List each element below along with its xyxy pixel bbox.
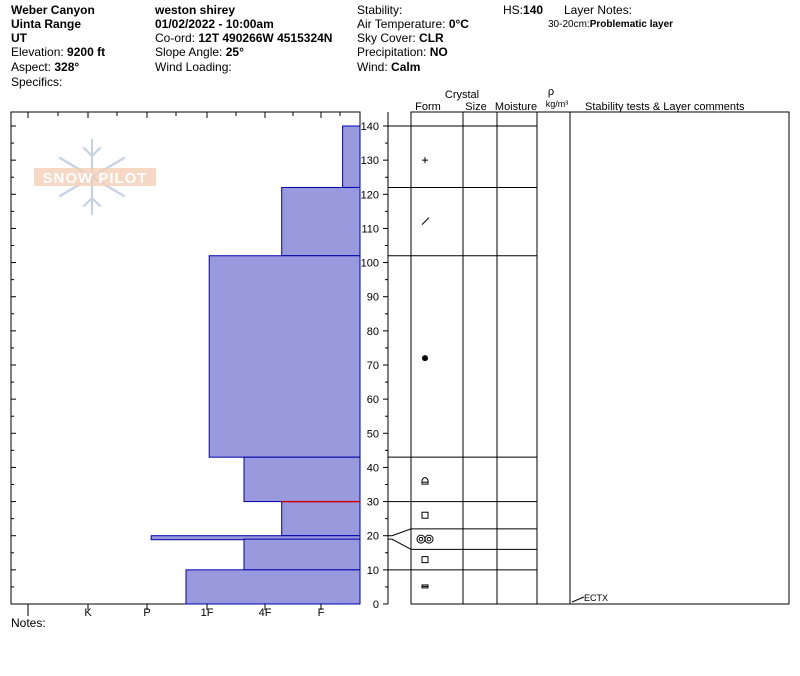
depth-label-130: 130 [361,155,379,167]
dot-icon [422,355,428,362]
layer-connectors [388,125,412,571]
depth-label-30: 30 [367,497,379,509]
stability-test-marker: ECTX [571,593,608,603]
sky-cover-value: CLR [419,31,444,45]
hs-field: HS:140 [503,3,543,17]
depth-label-0: 0 [373,599,379,611]
stability-test-label: ECTX [584,593,608,603]
hardness-tick-label-0: I [26,607,29,619]
depth-label-10: 10 [367,565,379,577]
moisture-header: Moisture [495,101,537,113]
wind-field: Wind: Calm [357,60,420,74]
depth-axis: 0 10 20 30 40 50 60 70 80 90 100 110 120 130 140 [361,121,388,611]
hardness-layer-4 [281,501,361,537]
specifics-label: Specifics: [11,75,63,89]
notes-label: Notes: [11,616,46,630]
wind-label: Wind: [357,60,388,74]
grain-form-symbols [416,157,434,589]
hardness-layer-2 [208,255,361,458]
air-temp-label: Air Temperature: [357,17,446,31]
depth-label-110: 110 [361,223,379,235]
layer-boundaries [411,125,537,571]
precip-value: NO [429,45,448,59]
hardness-layer-3 [243,456,361,503]
depth-label-80: 80 [367,326,379,338]
snowpilot-logo: SNOW PILOT [34,138,156,216]
size-header: Size [465,101,486,113]
slash-icon [421,217,430,225]
hardness-layer-6 [243,538,361,571]
depth-label-40: 40 [367,462,379,474]
aspect-field: Aspect: 328° [11,60,79,74]
square-icon [421,556,429,564]
aspect-value: 328° [54,60,80,74]
left-tick-marks [11,112,341,605]
layer-connector-5 [388,528,412,537]
wind-loading-label: Wind Loading: [155,60,232,74]
double-ring-icon [416,534,434,544]
layer-note-text: Problematic layer [589,19,674,30]
stability-comments-header: Stability tests & Layer comments [585,101,745,113]
observer-name: weston shirey [155,3,236,17]
hardness-tick-label-2: P [143,607,150,619]
hardness-tick-label-3: 1F [201,607,214,619]
stability-test-pointer [571,596,585,603]
location-name: Weber Canyon [11,3,95,17]
hardness-layer-0 [342,125,361,188]
depth-label-60: 60 [367,394,379,406]
air-temp-field: Air Temperature: 0°C [357,17,469,31]
layer-connector-6 [388,538,412,550]
slope-field: Slope Angle: 25° [155,45,244,59]
layer-note: 30-20cm:Problematic layer [548,18,673,32]
wind-value: Calm [391,60,421,74]
hs-label: HS: [503,3,524,17]
density-unit: kg/m³ [546,99,569,109]
coord-field: Co-ord: 12T 490266W 4515324N [155,31,332,45]
hs-value: 140 [523,3,544,17]
coord-value: 12T 490266W 4515324N [198,31,333,45]
elevation-value: 9200 ft [67,45,106,59]
depth-label-120: 120 [361,189,379,201]
form-header: Form [415,101,441,113]
square-icon [421,511,429,519]
range-name: Uinta Range [11,17,82,31]
hardness-layers [150,125,361,605]
density-symbol: ρ [548,86,554,98]
hardness-layer-7 [185,569,361,605]
crystal-header: Crystal [445,89,479,101]
coord-label: Co-ord: [155,31,196,45]
stability-label: Stability: [357,3,403,17]
layer-notes-label: Layer Notes: [564,3,633,17]
observation-datetime: 01/02/2022 - 10:00am [155,17,274,31]
precip-field: Precipitation: NO [357,45,448,59]
depth-label-90: 90 [367,292,379,304]
state-name: UT [11,31,27,45]
sky-cover-label: Sky Cover: [357,31,416,45]
slope-label: Slope Angle: [155,45,223,59]
hardness-layer-1 [281,186,361,257]
sky-cover-field: Sky Cover: CLR [357,31,444,45]
plus-icon [422,157,428,164]
cup-icon [421,477,429,485]
hardness-tick-label-4: 4F [259,607,272,619]
depth-label-50: 50 [367,428,379,440]
hardness-tick-label-5: F [318,607,325,619]
layer-note-range: 30-20cm: [548,19,590,30]
small-rect-icon [421,584,429,589]
snowpilot-logo-text: SNOW PILOT [43,170,148,187]
depth-label-100: 100 [361,258,379,270]
elevation-label: Elevation: [11,45,64,59]
precip-label: Precipitation: [357,45,427,59]
hardness-tick-label-1: K [84,607,92,619]
air-temp-value: 0°C [448,17,469,31]
depth-label-140: 140 [361,121,379,133]
elevation-field: Elevation: 9200 ft [11,45,105,59]
aspect-label: Aspect: [11,60,52,74]
hardness-axis: I K P 1F 4F F [26,604,325,619]
crystal-table-frame [410,111,790,605]
depth-label-70: 70 [367,360,379,372]
depth-label-20: 20 [367,531,379,543]
slope-value: 25° [225,45,244,59]
